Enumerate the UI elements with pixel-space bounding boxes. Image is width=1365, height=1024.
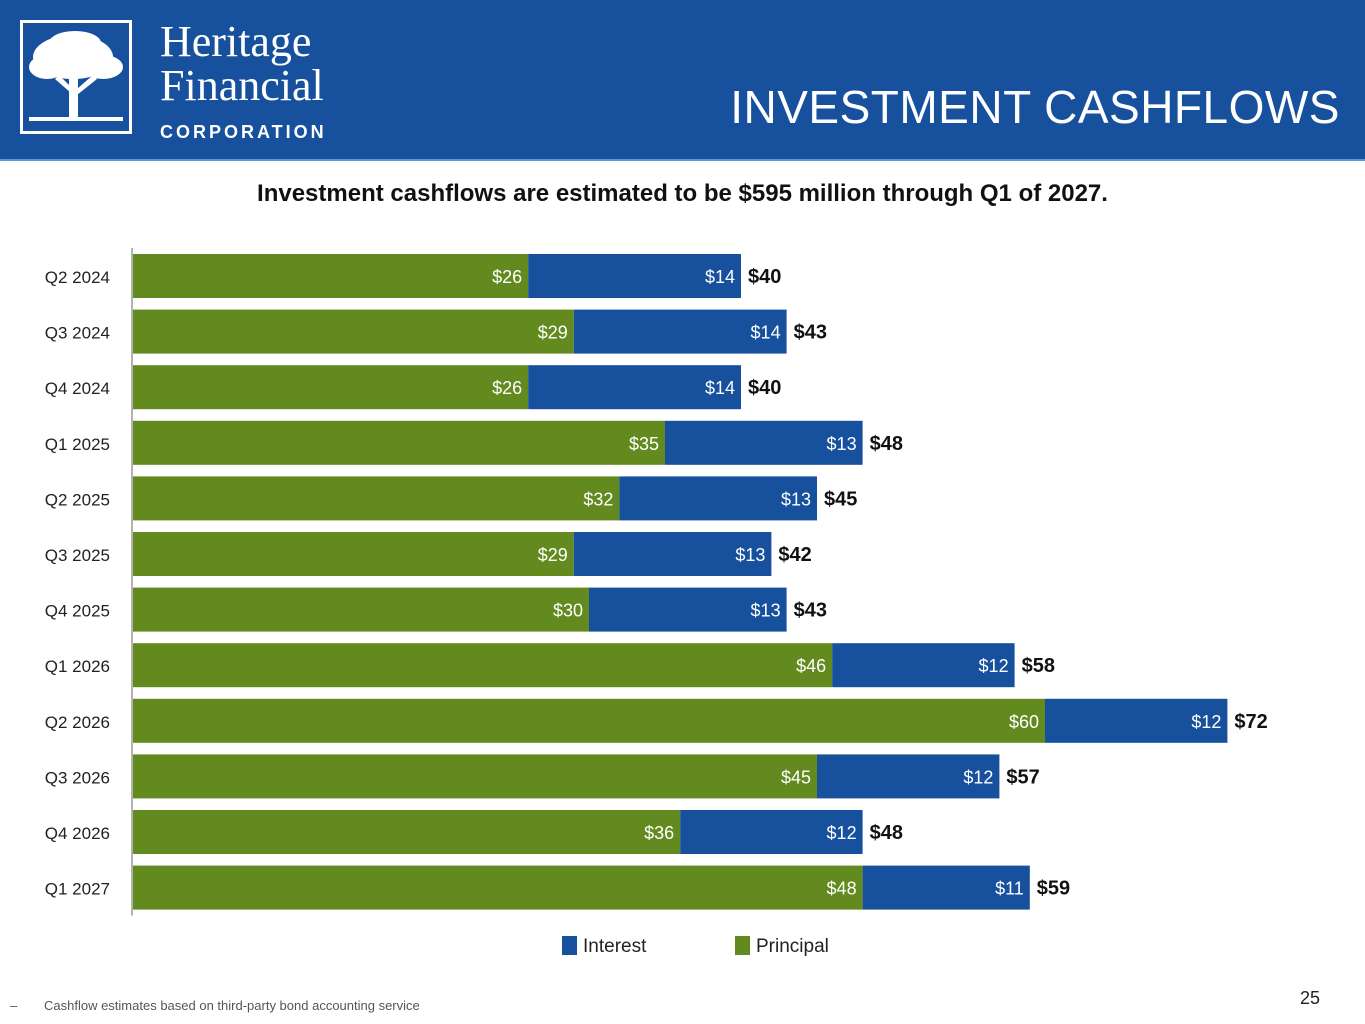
data-label-interest: $12 <box>963 767 993 787</box>
bar-interest <box>665 420 863 465</box>
legend-swatch-interest <box>562 936 577 955</box>
category-label: Q2 2026 <box>45 713 110 732</box>
bar-interest <box>817 754 1000 799</box>
logo-line-heritage: Heritage <box>160 17 312 66</box>
data-label-principal: $26 <box>492 267 522 287</box>
category-label: Q1 2027 <box>45 880 110 899</box>
data-label-principal: $36 <box>644 823 674 843</box>
data-label-principal: $30 <box>553 601 583 621</box>
data-label-interest: $13 <box>751 601 781 621</box>
bar-principal <box>133 476 620 521</box>
bar-principal <box>133 420 665 465</box>
legend-label-principal: Principal <box>756 936 829 957</box>
category-label: Q3 2024 <box>45 324 110 343</box>
bar-principal <box>133 309 574 354</box>
data-label-principal: $48 <box>827 879 857 899</box>
bar-principal <box>133 754 817 799</box>
data-label-principal: $46 <box>796 656 826 676</box>
chart-subtitle: Investment cashflows are estimated to be… <box>257 180 1108 207</box>
footnote: – Cashflow estimates based on third-party… <box>10 998 420 1013</box>
data-label-total: $43 <box>794 600 827 622</box>
data-label-interest: $12 <box>1191 712 1221 732</box>
data-label-total: $45 <box>824 488 857 510</box>
bar-interest <box>589 587 787 632</box>
bar-interest <box>573 309 787 354</box>
tree-logo-icon <box>20 20 132 134</box>
category-label: Q4 2025 <box>45 602 110 621</box>
footnote-text: Cashflow estimates based on third-party … <box>44 998 420 1013</box>
bar-interest <box>573 532 772 576</box>
data-label-total: $72 <box>1234 711 1267 733</box>
data-label-interest: $13 <box>827 434 857 454</box>
bar-interest <box>1045 698 1228 743</box>
category-label: Q4 2024 <box>45 379 110 398</box>
bar-interest <box>832 643 1015 688</box>
data-label-total: $48 <box>870 433 903 455</box>
data-label-principal: $32 <box>583 489 613 509</box>
bar-principal <box>133 532 574 576</box>
bar-interest <box>862 865 1030 910</box>
bar-interest <box>619 476 817 521</box>
header-divider <box>0 159 1365 161</box>
logo-line-corporation: CORPORATION <box>160 122 327 142</box>
company-logo-text: Heritage Financial CORPORATION <box>160 20 327 143</box>
data-label-principal: $35 <box>629 434 659 454</box>
bar-principal <box>133 254 529 298</box>
data-label-interest: $12 <box>979 656 1009 676</box>
data-label-principal: $26 <box>492 378 522 398</box>
data-label-total: $40 <box>748 377 781 399</box>
data-label-interest: $14 <box>705 267 735 287</box>
bar-principal <box>133 587 589 632</box>
bar-interest <box>528 365 741 410</box>
bar-principal <box>133 365 529 410</box>
category-label: Q4 2026 <box>45 824 110 843</box>
bar-principal <box>133 810 681 854</box>
data-label-total: $58 <box>1022 655 1055 677</box>
data-label-interest: $13 <box>735 545 765 565</box>
data-label-total: $59 <box>1037 878 1070 900</box>
logo-line-financial: Financial <box>160 61 324 110</box>
data-label-principal: $60 <box>1009 712 1039 732</box>
data-label-total: $43 <box>794 322 827 344</box>
legend-label-interest: Interest <box>583 936 647 957</box>
data-label-interest: $14 <box>751 323 781 343</box>
bar-interest <box>680 810 863 854</box>
legend-item-interest: Interest <box>562 936 646 958</box>
data-label-interest: $11 <box>995 879 1024 899</box>
category-label: Q3 2025 <box>45 546 110 565</box>
data-label-interest: $14 <box>705 378 735 398</box>
category-label: Q3 2026 <box>45 768 110 787</box>
data-label-interest: $12 <box>827 823 857 843</box>
bar-principal <box>133 698 1045 743</box>
footnote-bullet: – <box>10 998 18 1013</box>
page-title: INVESTMENT CASHFLOWS <box>730 81 1340 133</box>
data-label-total: $42 <box>778 544 811 566</box>
header-bar: Heritage Financial CORPORATION INVESTMEN… <box>0 0 1365 160</box>
bar-interest <box>528 254 741 298</box>
page-number: 25 <box>1299 988 1320 1008</box>
legend-swatch-principal <box>735 936 750 955</box>
category-label: Q2 2025 <box>45 490 110 509</box>
data-label-total: $57 <box>1006 766 1039 788</box>
legend-item-principal: Principal <box>735 936 829 958</box>
data-label-principal: $29 <box>538 323 568 343</box>
category-label: Q1 2025 <box>45 435 110 454</box>
data-label-principal: $29 <box>538 545 568 565</box>
bar-principal <box>133 643 833 688</box>
data-label-interest: $13 <box>781 489 811 509</box>
bar-principal <box>133 865 863 910</box>
data-label-total: $48 <box>870 822 903 844</box>
category-label: Q1 2026 <box>45 657 110 676</box>
data-label-principal: $45 <box>781 767 811 787</box>
category-label: Q2 2024 <box>45 268 110 287</box>
data-label-total: $40 <box>748 266 781 288</box>
